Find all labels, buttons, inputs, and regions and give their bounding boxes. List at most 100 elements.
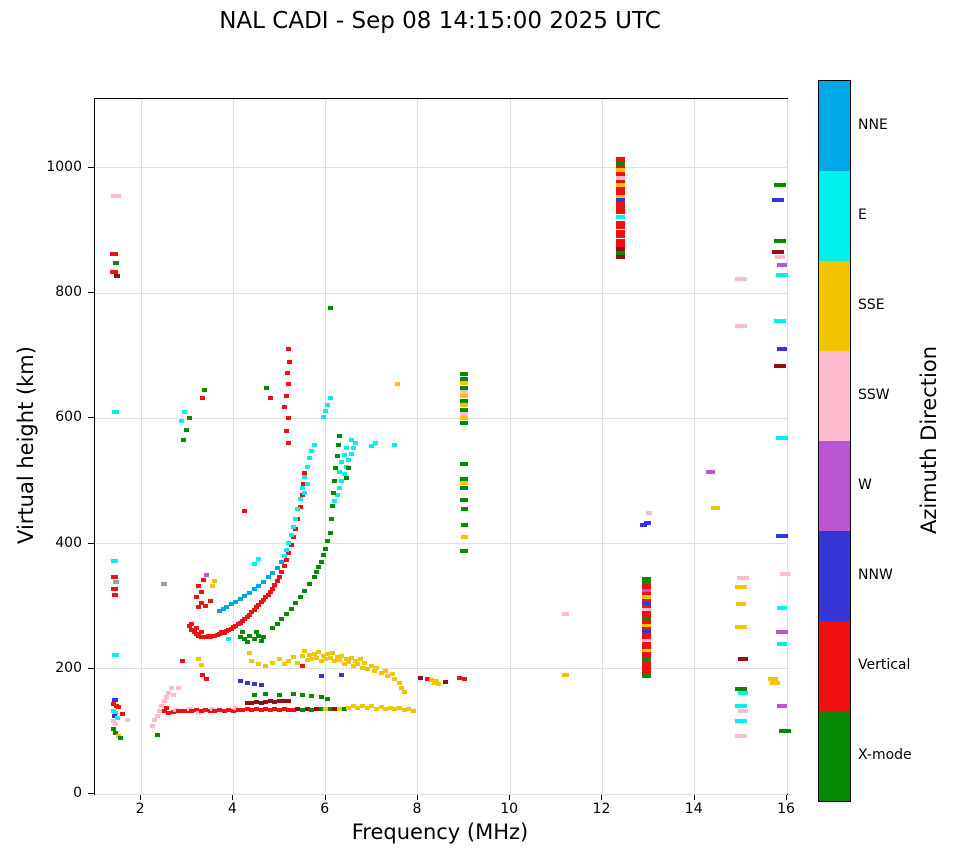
data-point [641, 579, 651, 584]
x-tick-label: 12 [592, 801, 611, 817]
x-tick-mark [416, 794, 418, 800]
data-point [180, 659, 186, 664]
colorbar [818, 80, 851, 802]
data-point [307, 456, 313, 461]
data-point [364, 706, 370, 711]
data-point [297, 595, 303, 600]
data-point [360, 665, 366, 670]
x-tick-label: 16 [777, 801, 795, 817]
data-point [460, 420, 469, 425]
data-point [223, 604, 229, 609]
data-point [323, 706, 329, 711]
data-point [304, 465, 310, 470]
data-point [277, 708, 283, 713]
data-point [320, 553, 326, 558]
data-point [339, 460, 345, 465]
data-point [272, 699, 278, 704]
data-point [383, 706, 389, 711]
data-point [304, 482, 310, 487]
x-tick-label: 10 [500, 801, 519, 817]
data-point [184, 709, 190, 714]
data-point [737, 575, 750, 580]
data-point [771, 249, 784, 254]
data-point [372, 441, 378, 446]
x-tick-mark [140, 794, 142, 800]
data-point [114, 716, 120, 721]
data-point [562, 673, 570, 678]
data-point [456, 676, 462, 681]
data-point [343, 446, 349, 451]
data-point [460, 507, 468, 512]
data-point [406, 706, 412, 711]
data-point [270, 626, 276, 631]
data-point [267, 589, 273, 594]
data-point [267, 396, 273, 401]
colorbar-segment-nne [819, 81, 850, 171]
data-point [417, 675, 423, 680]
data-point [112, 653, 120, 657]
x-tick-label: 2 [135, 801, 145, 817]
data-point [641, 642, 651, 647]
data-point [330, 651, 336, 656]
data-point [295, 507, 301, 512]
x-gridline [786, 99, 788, 794]
data-point [460, 381, 469, 386]
data-point [325, 539, 331, 544]
data-point [198, 663, 204, 668]
data-point [346, 659, 352, 664]
data-point [203, 708, 209, 713]
data-point [399, 685, 405, 690]
data-point [734, 686, 747, 691]
y-gridline [95, 543, 787, 545]
data-point [285, 371, 291, 376]
data-point [641, 673, 651, 678]
data-point [339, 673, 345, 678]
data-point [198, 708, 204, 713]
data-point [777, 704, 788, 709]
y-gridline [95, 668, 787, 670]
data-point [339, 653, 345, 658]
data-point [170, 693, 176, 698]
data-point [110, 252, 119, 257]
data-point [641, 654, 651, 659]
data-point [221, 708, 227, 713]
data-point [196, 584, 202, 589]
data-point [318, 559, 324, 564]
data-point [316, 650, 322, 655]
data-point [166, 690, 172, 695]
data-point [161, 709, 167, 714]
data-point [286, 347, 292, 352]
data-point [230, 708, 236, 713]
data-point [364, 667, 370, 672]
colorbar-tick-label: NNW [858, 567, 893, 583]
data-point [202, 388, 208, 393]
data-point [774, 363, 787, 368]
colorbar-segment-sse [819, 261, 850, 351]
x-tick-label: 6 [320, 801, 330, 817]
data-point [776, 534, 789, 539]
data-point [346, 458, 352, 463]
data-point [295, 660, 301, 665]
y-tick-label: 200 [55, 659, 82, 676]
data-point [738, 708, 749, 713]
data-point [251, 636, 257, 641]
data-point [348, 438, 354, 443]
chart-title: NAL CADI - Sep 08 14:15:00 2025 UTC [219, 8, 661, 34]
data-point [774, 318, 787, 323]
data-point [777, 606, 788, 611]
data-point [311, 442, 317, 447]
data-point [260, 579, 266, 584]
data-point [242, 637, 248, 642]
data-point [616, 160, 626, 165]
x-gridline [509, 99, 511, 794]
data-point [362, 660, 368, 665]
x-axis-label: Frequency (MHz) [351, 820, 529, 844]
y-tick-mark [88, 667, 94, 669]
data-point [113, 580, 120, 585]
colorbar-segment-ssw [819, 351, 850, 441]
colorbar-tick-label: NNE [858, 117, 888, 133]
data-point [253, 605, 259, 610]
data-point [616, 198, 626, 203]
data-point [410, 708, 416, 713]
data-point [270, 570, 276, 575]
